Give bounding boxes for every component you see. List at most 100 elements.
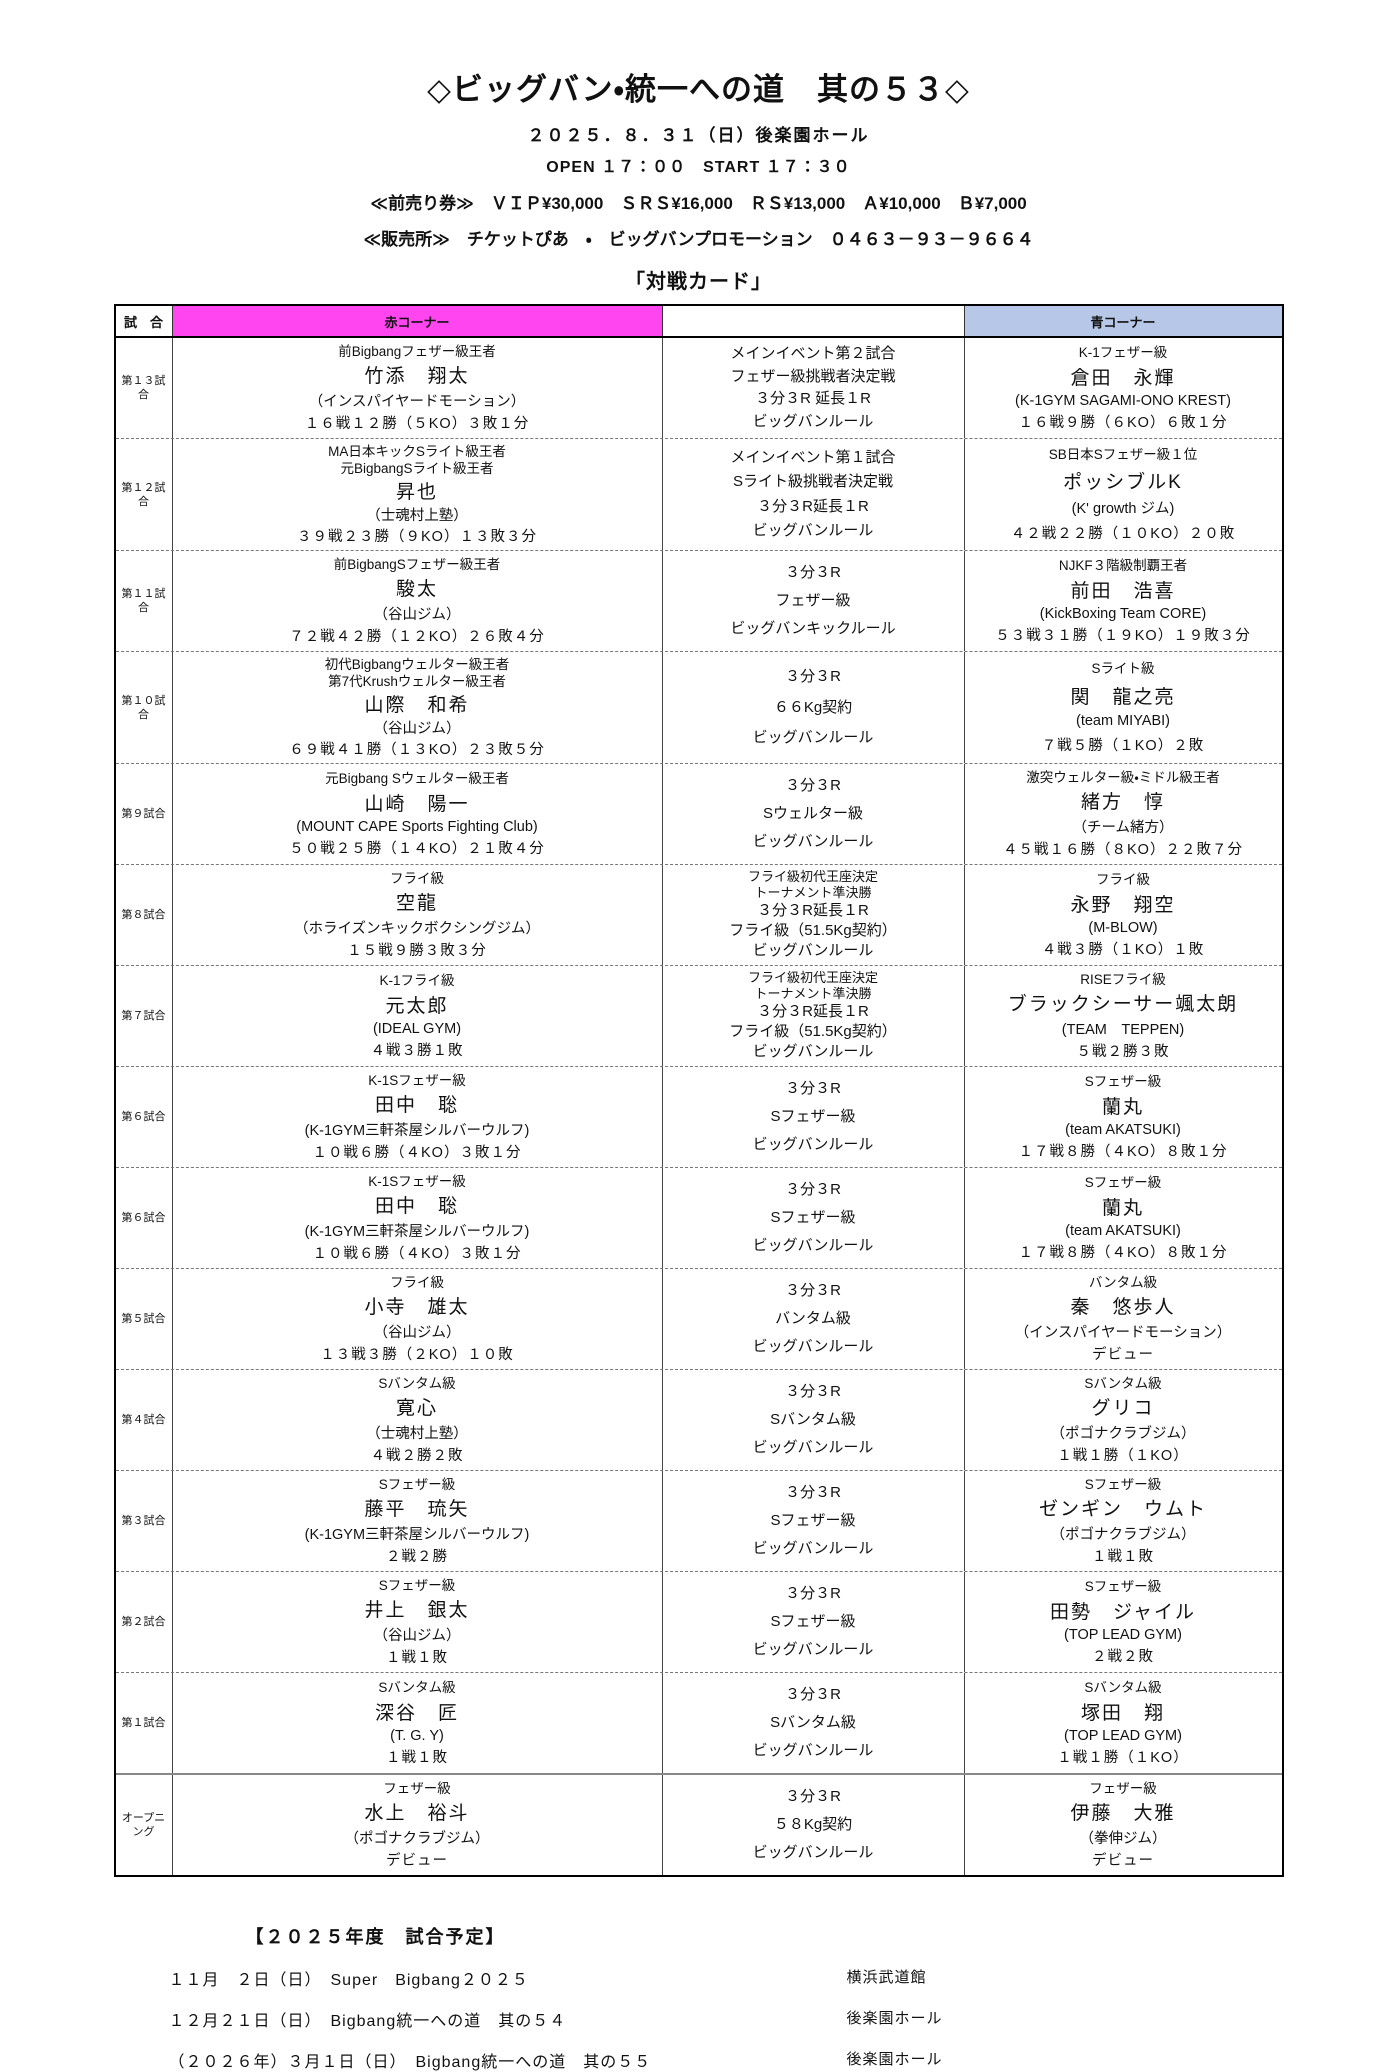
class-title-block: MA日本キックSライト級王者 元BigbangSライト級王者	[328, 443, 506, 477]
fighter-cell-red: Sフェザー級 藤平 琉矢 (K-1GYM三軒茶屋シルバーウルフ) ２戦２勝	[171, 1471, 662, 1571]
class-title: 激突ウェルター級・ミドル級王者	[1026, 770, 1220, 786]
match-number-cell: 第８試合	[116, 865, 172, 965]
blue-corner-column-header: 青コーナー	[963, 306, 1282, 336]
class-title: Sバンタム級	[378, 1376, 456, 1392]
gym-name: (team AKATSUKI)	[1065, 1222, 1181, 1239]
schedule-date-event: （２０２６年）３月１日（日） Bigbang統一への道 其の５５	[168, 2054, 652, 2071]
schedule-venue: 後楽園ホール	[846, 2051, 943, 2068]
class-title-block: フェザー級	[1089, 1780, 1157, 1797]
class-title: Sフェザー級	[1084, 1074, 1162, 1090]
match-number: 第４試合	[121, 1414, 166, 1426]
fighter-name: 緒方 惇	[1080, 792, 1165, 814]
bout-rule-line: ビッグバンルール	[752, 1237, 874, 1254]
fight-record: １７戦８勝（４KO）８敗１分	[1018, 1143, 1228, 1160]
class-title: NJKF３階級制覇王者	[1058, 558, 1188, 574]
match-number-cell: 第１１試合	[116, 551, 172, 651]
red-corner-column-header: 赤コーナー	[171, 306, 662, 336]
fighter-name: 山崎 陽一	[364, 794, 470, 816]
fighter-name: 塚田 翔	[1080, 1703, 1165, 1725]
match-number: 第９試合	[121, 808, 166, 820]
class-title-block: Sライト級	[1091, 660, 1154, 677]
gym-name: （インスパイヤードモーション）	[1014, 1324, 1232, 1341]
table-row: 第９試合 元Bigbang Sウェルター級王者 山崎 陽一 (MOUNT CAPE S…	[115, 763, 1282, 864]
table-row: オープニング フェザー級 水上 裕斗 （ポゴナクラブジム） デビュー ３分３R ５８Kg契約…	[115, 1773, 1282, 1875]
gym-name: (team MIYABI)	[1076, 713, 1170, 730]
fight-record: １戦１勝（１KO）	[1057, 1447, 1189, 1464]
schedule-date-event: １２月２１日（日） Bigbang統一への道 其の５４	[168, 2013, 567, 2030]
fight-record: １６戦１２勝（５KO）３敗１分	[304, 415, 530, 432]
gym-name: （ポゴナクラブジム）	[1050, 1425, 1196, 1442]
class-title-block: K-1フェザー級	[1079, 344, 1168, 361]
fight-record: ４５戦１６勝（８KO）２２敗７分	[1003, 841, 1243, 858]
class-title: 初代Bigbangウェルター級王者	[324, 657, 510, 672]
gym-name: (M-BLOW)	[1088, 919, 1158, 936]
bout-rule-line: ビッグバンキックルール	[730, 620, 896, 637]
event-date-venue: ２０２５．８．３１（日）後楽園ホール	[527, 126, 870, 145]
match-number: 第３試合	[121, 1515, 166, 1527]
fight-record: ４２戦２２勝（１０KO）２０敗	[1010, 525, 1236, 542]
gym-name: （谷山ジム）	[373, 1324, 461, 1341]
class-title: 第7代Krushウェルター級王者	[328, 674, 506, 689]
schedule-section: 【２０２５年度 試合予定】 １１月 ２日（日） Super Bigbang２０２…	[114, 1923, 1284, 2072]
class-title: 元Bigbang Sウェルター級王者	[325, 771, 509, 787]
class-title: フライ級	[390, 1275, 444, 1291]
class-title-block: Sバンタム級	[378, 1679, 455, 1696]
fighter-cell-blue: バンタム級秦 悠歩人 （インスパイヤードモーション） デビュー	[963, 1269, 1282, 1369]
class-title-block: フライ級	[1096, 871, 1150, 888]
bout-rule-line: ３分３R延長１R	[757, 902, 869, 919]
bout-rule-line: フェザー級挑戦者決定戦	[730, 367, 896, 385]
bout-rule-line: フェザー級	[775, 592, 851, 609]
match-number: 第１３試合	[121, 375, 166, 401]
bout-rule-line: ビッグバンルール	[752, 1844, 874, 1861]
bout-rule-line: ３分３R	[785, 1181, 841, 1198]
gym-name: (K-1GYM三軒茶屋シルバーウルフ)	[304, 1223, 530, 1240]
fighter-name: 蘭丸	[1101, 1097, 1144, 1119]
gym-name: (TOP LEAD GYM)	[1064, 1626, 1182, 1643]
fighter-cell-red: Sバンタム級 深谷 匠 (T. G. Y) １戦１敗	[171, 1673, 662, 1773]
match-number: 第１試合	[121, 1717, 166, 1729]
bout-rule-line: Sライト級挑戦者決定戦	[732, 473, 893, 491]
fighter-cell-red: フライ級 小寺 雄太 （谷山ジム） １３戦３勝（２KO）１０敗	[171, 1269, 662, 1369]
bout-rule-line: Sバンタム級	[770, 1411, 856, 1428]
class-title: Sライト級	[1091, 661, 1155, 677]
class-title: Sバンタム級	[378, 1680, 456, 1696]
bout-info-cell: ３分３R フェザー級ビッグバンキックルール	[661, 551, 964, 651]
fight-record: ７戦５勝（１KO）２敗	[1041, 737, 1205, 754]
fighter-cell-red: K-1Sフェザー級 田中 聡 (K-1GYM三軒茶屋シルバーウルフ) １０戦６勝（４K…	[171, 1168, 662, 1268]
open-start-times: OPEN １７：００ START １７：３０	[546, 159, 851, 176]
class-title: 前BigbangSフェザー級王者	[333, 557, 501, 573]
match-number-cell: 第９試合	[116, 764, 172, 864]
class-title-block: SB日本Sフェザー級１位	[1049, 446, 1198, 463]
class-title-block: Sフェザー級	[1085, 1073, 1162, 1090]
bout-rule-line: ３分３R	[785, 564, 841, 581]
fighter-name: 秦 悠歩人	[1070, 1297, 1176, 1319]
fight-card-table: 試 合 赤コーナー 青コーナー 第１３試合 前Bigbangフェザー級王者 竹添 翔…	[113, 304, 1284, 1877]
ticket-sales-info: ≪販売所≫ チケットぴあ ・ ビッグバンプロモーション ０４６３－９３－９６６４	[363, 230, 1034, 249]
bout-info-cell: ３分３R Sフェザー級 ビッグバンルール	[661, 1067, 964, 1167]
fight-record: ４戦３勝（１KO）１敗	[1041, 941, 1205, 958]
match-number: 第８試合	[121, 909, 166, 921]
bout-info-cell: ３分３R ５８Kg契約 ビッグバンルール	[661, 1775, 964, 1875]
match-number: 第１１試合	[121, 588, 166, 614]
match-number: 第６試合	[121, 1111, 166, 1123]
match-number-cell: オープニング	[116, 1775, 172, 1875]
match-number-cell: 第１２試合	[116, 439, 172, 550]
match-number: オープニング	[121, 1812, 166, 1838]
bout-rule-line: フライ級（51.5Kg契約）	[729, 922, 897, 939]
class-title: バンタム級	[1088, 1275, 1158, 1291]
bout-info-cell: フライ級初代王座決定 トーナメント準決勝 ３分３R延長１R フライ級（51.5Kg契約…	[661, 865, 964, 965]
bout-rule-line: ３分３R	[785, 1585, 841, 1602]
fight-record: １３戦３勝（２KO）１０敗	[320, 1346, 514, 1363]
bout-info-cell: ３分３R Sフェザー級 ビッグバンルール	[661, 1168, 964, 1268]
table-header-row: 試 合 赤コーナー 青コーナー	[115, 306, 1282, 338]
schedule-venue: 後楽園ホール	[846, 2010, 943, 2027]
gym-name: (T. G. Y)	[390, 1727, 444, 1744]
bout-info-cell: ３分３R Sフェザー級 ビッグバンルール	[661, 1572, 964, 1672]
table-row: 第７試合 K-1フライ級 元太郎 (IDEAL GYM) ４戦３勝１敗 フライ級初代王座決…	[115, 965, 1282, 1066]
bout-rule-line: Sフェザー級	[770, 1512, 856, 1529]
class-title: 元BigbangSライト級王者	[340, 461, 494, 476]
fighter-cell-red: Sバンタム級 寛心 （士魂村上塾） ４戦２勝２敗	[171, 1370, 662, 1470]
fight-record: １戦１敗	[1092, 1548, 1154, 1565]
fighter-cell-blue: Sフェザー級 ゼンギン ウムト （ポゴナクラブジム） １戦１敗	[963, 1471, 1282, 1571]
fighter-cell-red: K-1Sフェザー級 田中 聡 (K-1GYM三軒茶屋シルバーウルフ) １０戦６勝（４K…	[171, 1067, 662, 1167]
